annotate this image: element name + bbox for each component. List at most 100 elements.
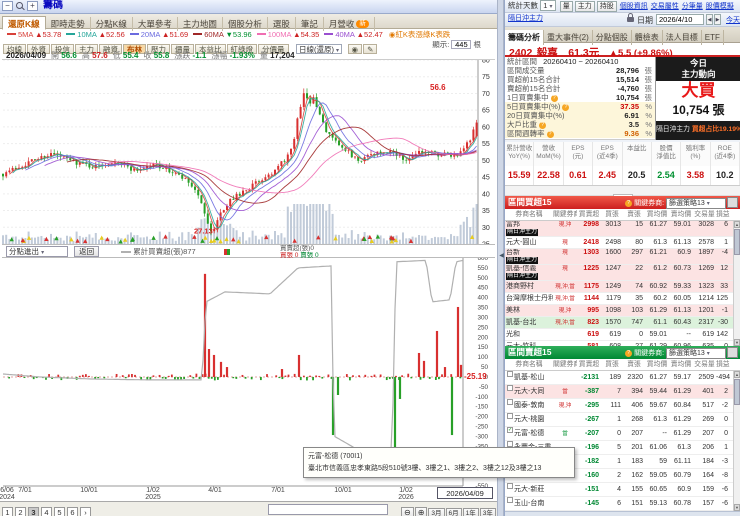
page-button[interactable]: 3 (28, 507, 39, 516)
zoom-in-button[interactable]: + (27, 1, 38, 11)
main-tab[interactable]: 分點K線 (91, 17, 133, 31)
page-button[interactable]: › (80, 507, 91, 516)
indicator-button[interactable]: 外資 (27, 44, 50, 54)
row-checkbox[interactable] (507, 371, 513, 377)
info-link[interactable]: 分筆量 (681, 3, 703, 10)
broker-row[interactable]: 元大-竹科5816082761.2960.966350 (505, 341, 740, 346)
panel-tab[interactable]: ETF (702, 30, 724, 45)
lock-icon[interactable] (627, 13, 634, 22)
day-trade-link[interactable]: 隔日沖主力 (508, 15, 543, 22)
broker-flow-chart[interactable]: 600550500450400350300250200150100500-50-… (0, 258, 500, 488)
scroll-thumb[interactable] (734, 379, 740, 405)
mode-button[interactable]: 主力 (574, 1, 595, 12)
main-tab[interactable]: 主力地圖 (178, 17, 223, 31)
broker-row[interactable]: 元大-桃園 -267 1 268 61.3 61.29 269 0 (505, 413, 740, 427)
draw-icon[interactable]: ✎ (363, 44, 378, 54)
indicator-button[interactable]: 均線 (3, 44, 26, 54)
date-prev-button[interactable]: ◀ (706, 14, 713, 25)
page-button[interactable]: 4 (41, 507, 52, 516)
buy-table-scrollbar[interactable]: ▲ ▼ (733, 221, 740, 346)
scroll-up-icon[interactable]: ▲ (734, 371, 740, 378)
mode-button[interactable]: 量 (559, 1, 573, 12)
info-link[interactable]: 個股資訊 (619, 3, 648, 10)
chart-zoom-in-button[interactable]: ⊕ (414, 507, 428, 516)
row-checkbox[interactable] (507, 413, 513, 419)
chart-zoom-out-button[interactable]: ⊖ (401, 507, 414, 516)
broker-row[interactable]: 國泰-敦南 現,沖 -295 111 406 59.67 60.84 517 -2 (505, 399, 740, 413)
broker-row[interactable]: 港商野村 現,沖,當 1175 1249 74 60.92 59.33 1323 33 (505, 281, 740, 293)
indicator-button[interactable]: 主力 (75, 44, 98, 54)
broker-row[interactable]: 凱基-台北 現,沖,當 823 1570 747 61.1 60.43 2317 -30 (505, 317, 740, 329)
indicator-button[interactable]: 價量 (171, 44, 194, 54)
date-next-button[interactable]: ▶ (714, 14, 721, 25)
today-link[interactable]: 今天 (726, 17, 740, 24)
broker-row[interactable]: 美林 現,沖 995 1098 103 61.29 61.13 1201 -1 (505, 305, 740, 317)
page-button[interactable]: 2 (15, 507, 26, 516)
scroll-thumb[interactable] (734, 229, 740, 255)
indicator-button[interactable]: 本益比 (195, 44, 226, 54)
sell-filter-select[interactable]: 篩選策略13 ▾ (666, 348, 726, 359)
main-tab[interactable]: 筆記 (296, 17, 324, 31)
broker-row[interactable]: ✓ 元富-松德當 -207 0 207 -- 61.29 207 0 (505, 427, 740, 441)
broker-row[interactable]: 玉山-台南 -145 6 151 59.13 60.78 157 -6 (505, 497, 740, 511)
period-button[interactable]: 3年 (479, 508, 496, 516)
info-link[interactable]: 交易屬性 (650, 3, 679, 10)
date-input[interactable] (656, 14, 704, 25)
main-tab[interactable]: 大單參考 (133, 17, 178, 31)
zoom-out-button[interactable]: − (2, 1, 13, 11)
page-button[interactable]: 1 (2, 507, 13, 516)
help-icon[interactable]: ? (550, 95, 558, 102)
stat-days-select[interactable]: 1 ▾ (540, 0, 556, 11)
help-icon[interactable]: ? (625, 350, 633, 357)
broker-row[interactable]: 元大-圓山現 2418 2498 80 61.3 61.13 2578 1 (505, 237, 740, 249)
broker-row[interactable]: 凱基-信義 隔日沖主力現 1225 1247 22 61.2 60.73 1269 12 (505, 265, 740, 281)
buy-filter-select[interactable]: 篩選策略13 ▾ (666, 198, 726, 209)
main-tab[interactable]: 個股分析 (223, 17, 268, 31)
scroll-down-icon[interactable]: ▼ (734, 339, 740, 346)
broker-row[interactable]: 台新 隔日沖主力現 1303 1600 297 61.21 60.9 1897 -4 (505, 249, 740, 265)
broker-row[interactable]: 元大-大同當 -387 7 394 59.44 61.29 401 2 (505, 385, 740, 399)
help-icon[interactable]: ? (562, 104, 570, 111)
page-button[interactable]: 5 (54, 507, 65, 516)
info-link[interactable]: 股價模擬 (705, 3, 734, 10)
indicator-button[interactable]: 投信 (51, 44, 74, 54)
panel-tab[interactable]: 重大事件(2) (544, 30, 593, 45)
broker-row[interactable]: 凱基-松山 -2131 189 2320 61.27 59.17 2509 -494 (505, 371, 740, 385)
broker-row[interactable]: 台灣摩根士丹利現,沖,當 1144 1179 35 60.2 60.05 1214 125 (505, 293, 740, 305)
candle-color-note-link[interactable]: ◉紅K表漲綠K表跌 (388, 30, 451, 39)
sell-filter-settings-button[interactable] (727, 347, 738, 358)
broker-row[interactable]: 光和 619 619 0 59.01 -- 619 142 (505, 329, 740, 341)
row-checkbox[interactable] (507, 441, 513, 447)
help-icon[interactable]: ? (539, 122, 546, 129)
main-tab[interactable]: 即時走勢 (46, 17, 91, 31)
scroll-up-icon[interactable]: ▲ (734, 221, 740, 228)
row-checkbox[interactable]: ✓ (507, 427, 513, 433)
search-input[interactable] (268, 504, 388, 515)
collapse-panel-arrow-icon[interactable]: ◀ (499, 253, 504, 259)
broker-row[interactable]: 元大-新莊 -151 4 155 60.65 60.9 159 -6 (505, 483, 740, 497)
candlestick-chart[interactable]: 80 75 70 65 60 55 50 45 40 35 30 25 27.13 56.6 (0, 60, 500, 246)
mode-button[interactable]: 持股 (596, 1, 617, 12)
magnifier-icon[interactable] (16, 2, 23, 9)
help-icon[interactable]: ? (546, 131, 554, 138)
indicator-button[interactable]: 分價量 (258, 44, 289, 54)
indicator-button[interactable]: 壓力 (147, 44, 170, 54)
broker-row[interactable]: 富邦 隔日沖主力現,沖 2998 3013 15 61.27 59.01 3028 6 (505, 221, 740, 237)
back-button[interactable]: 返回 (74, 246, 100, 257)
panel-tab[interactable]: 法人目標 (663, 30, 702, 45)
indicator-button[interactable]: 融資 (99, 44, 122, 54)
scroll-down-icon[interactable]: ▼ (734, 504, 740, 511)
bars-count-input[interactable] (451, 40, 472, 49)
main-tab[interactable]: 月營收新 (324, 17, 375, 31)
row-checkbox[interactable] (507, 483, 513, 489)
panel-tab[interactable]: 籌碼分析 (505, 30, 544, 45)
panel-tab[interactable]: 分點個股 (593, 30, 632, 45)
buy-filter-settings-button[interactable] (727, 197, 738, 208)
indicator-button[interactable]: 布林 (123, 44, 146, 54)
panel-tab[interactable]: 體檢表 (632, 30, 663, 45)
period-button[interactable]: 3月 (428, 508, 445, 516)
page-button[interactable]: 6 (67, 507, 78, 516)
main-tab[interactable]: 選股 (268, 17, 296, 31)
help-icon[interactable]: ? (625, 200, 633, 207)
period-button[interactable]: 1年 (462, 508, 479, 516)
